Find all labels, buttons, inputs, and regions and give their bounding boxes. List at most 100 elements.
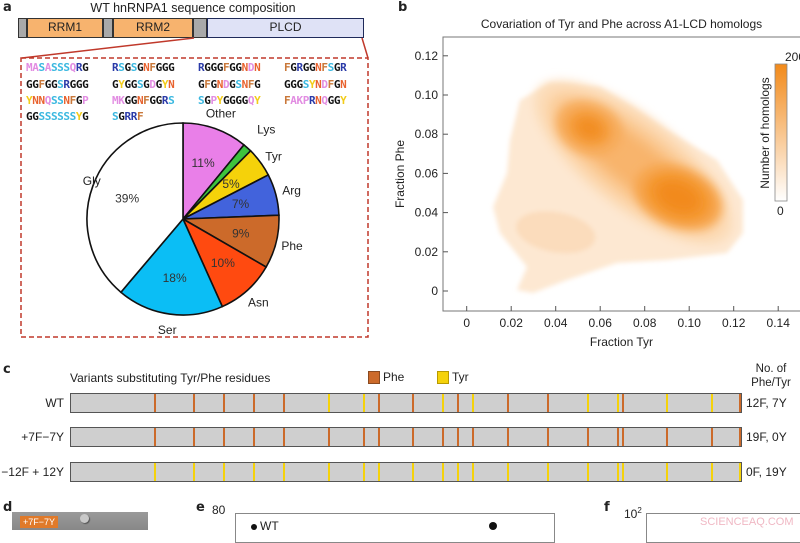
phe-marker bbox=[711, 428, 714, 446]
tyr-marker bbox=[472, 463, 475, 481]
domain-linker bbox=[103, 18, 113, 38]
variant-label: +7F−7Y bbox=[21, 430, 64, 444]
f-ytick-base: 10 bbox=[624, 507, 638, 521]
phe-marker bbox=[457, 394, 460, 412]
density-plot: 0 0.02 0.04 0.06 0.08 0.10 0.12 0.14 0 0.02 0.04 0.… bbox=[415, 36, 800, 330]
tyr-marker bbox=[711, 394, 714, 412]
x-tick-label: 0.04 bbox=[544, 316, 568, 330]
phe-marker bbox=[153, 394, 156, 412]
panel-a-title: WT hnRNPA1 sequence composition bbox=[90, 1, 296, 15]
y-tick-label: 0.06 bbox=[415, 166, 439, 180]
f-ytick-exp: 2 bbox=[637, 506, 642, 515]
tyr-marker bbox=[327, 463, 330, 481]
legend-swatch-phe bbox=[368, 371, 380, 384]
phe-marker bbox=[153, 428, 156, 446]
phe-marker bbox=[457, 428, 460, 446]
colorbar bbox=[774, 63, 788, 202]
phe-marker bbox=[666, 428, 669, 446]
variant-bar bbox=[70, 393, 742, 413]
dashed-box bbox=[20, 57, 369, 338]
panel-label-e: e bbox=[196, 500, 205, 515]
phe-marker bbox=[507, 394, 510, 412]
colorbar-min-label: 0 bbox=[777, 204, 784, 218]
phe-marker bbox=[621, 428, 624, 446]
sequence-block: SGPYGGGGQY bbox=[198, 94, 261, 107]
phe-marker bbox=[412, 428, 415, 446]
e-legend-marker bbox=[251, 524, 257, 530]
tyr-marker bbox=[193, 463, 196, 481]
pie-label: Ser bbox=[158, 323, 177, 337]
tyr-marker bbox=[616, 394, 619, 412]
variant-label: WT bbox=[45, 396, 64, 410]
domain-rrm1: RRM1 bbox=[27, 18, 103, 38]
y-tick-label: 0.04 bbox=[415, 206, 439, 220]
sequence-block: FGRGGNFSGR bbox=[284, 61, 347, 74]
sequence-block: MASASSSQRG bbox=[26, 61, 89, 74]
e-data-point bbox=[489, 522, 497, 530]
sequence-block: GGGSYNDFGN bbox=[284, 78, 347, 91]
tyr-marker bbox=[442, 463, 445, 481]
phe-marker bbox=[223, 394, 226, 412]
sequence-block: RGGGFGGNDN bbox=[198, 61, 261, 74]
pie-slice-other bbox=[182, 122, 246, 222]
domain-plcd: PLCD bbox=[207, 18, 364, 38]
panel-label-d: d bbox=[3, 500, 13, 515]
sequence-block: GYGGSGDGYN bbox=[112, 78, 175, 91]
pie-label: Other bbox=[206, 106, 236, 120]
phe-marker bbox=[362, 428, 365, 446]
phe-marker bbox=[377, 428, 380, 446]
panel-c-title: Variants substituting Tyr/Phe residues bbox=[70, 371, 271, 385]
x-tick-label: 0.14 bbox=[767, 316, 791, 330]
pie-value-label: 11% bbox=[191, 156, 214, 170]
panel-b-title: Covariation of Tyr and Phe across A1-LCD… bbox=[480, 17, 763, 31]
legend-swatch-tyr bbox=[437, 371, 449, 384]
pie-value-label: 39% bbox=[115, 191, 139, 205]
x-tick-label: 0.06 bbox=[589, 316, 613, 330]
pie-value-label: 5% bbox=[222, 177, 240, 191]
phe-marker bbox=[472, 428, 475, 446]
tyr-marker bbox=[283, 463, 286, 481]
variant-bar bbox=[70, 462, 742, 482]
phe-marker bbox=[283, 428, 286, 446]
panel-label-f: f bbox=[604, 500, 610, 515]
y-tick-label: 0.02 bbox=[415, 245, 439, 259]
pie-slice-ser bbox=[119, 217, 224, 316]
tyr-marker bbox=[362, 394, 365, 412]
f-ytick-top: 102 bbox=[624, 506, 642, 521]
sequence-line: MASASSSQRG RSGSGNFGGG RGGGFGGNDN FGRGGNFSGR bbox=[26, 61, 370, 74]
sequence-line: GGSSSSSSYG SGRRF bbox=[26, 110, 198, 123]
panel-label-b: b bbox=[398, 0, 408, 15]
sequence-block: RSGSGNFGGG bbox=[112, 61, 175, 74]
sequence-block: GFGNDGSNFG bbox=[198, 78, 261, 91]
phe-marker bbox=[546, 428, 549, 446]
phe-marker bbox=[586, 428, 589, 446]
tyr-marker bbox=[586, 394, 589, 412]
x-tick-label: 0.12 bbox=[722, 316, 746, 330]
phe-marker bbox=[283, 394, 286, 412]
watermark: SCIENCEAQ.COM bbox=[700, 516, 794, 528]
panel-label-a: a bbox=[3, 0, 12, 15]
e-legend-wt: WT bbox=[260, 519, 279, 533]
panel-label-c: c bbox=[3, 362, 11, 377]
count-header: No. of Phe/Tyr bbox=[751, 363, 791, 389]
phe-marker bbox=[739, 428, 741, 446]
tyr-marker bbox=[621, 463, 624, 481]
pie-label: Phe bbox=[281, 239, 303, 253]
pie-value-label: 10% bbox=[211, 256, 235, 270]
tyr-marker bbox=[586, 463, 589, 481]
x-axis-label: Fraction Tyr bbox=[589, 335, 654, 349]
y-tick-label: 0.10 bbox=[415, 88, 439, 102]
phe-marker bbox=[412, 394, 415, 412]
domain-linker bbox=[18, 18, 27, 38]
y-tick-label: 0.08 bbox=[415, 127, 439, 141]
pie-slice-gly bbox=[86, 122, 184, 294]
domain-linker bbox=[193, 18, 207, 38]
sequence-block: YNNQSSNFGP bbox=[26, 94, 89, 107]
y-tick-label: 0.12 bbox=[415, 49, 439, 63]
pie-label: Gly bbox=[83, 174, 101, 188]
pie-chart: 11% Other Lys 5% Tyr 7% Arg 9% Phe 10% Asn 18% Ser 39… bbox=[83, 106, 303, 337]
phe-marker bbox=[616, 428, 619, 446]
pie-value-label: 9% bbox=[232, 226, 250, 240]
density-mode bbox=[516, 211, 596, 254]
density-mode bbox=[577, 118, 601, 138]
